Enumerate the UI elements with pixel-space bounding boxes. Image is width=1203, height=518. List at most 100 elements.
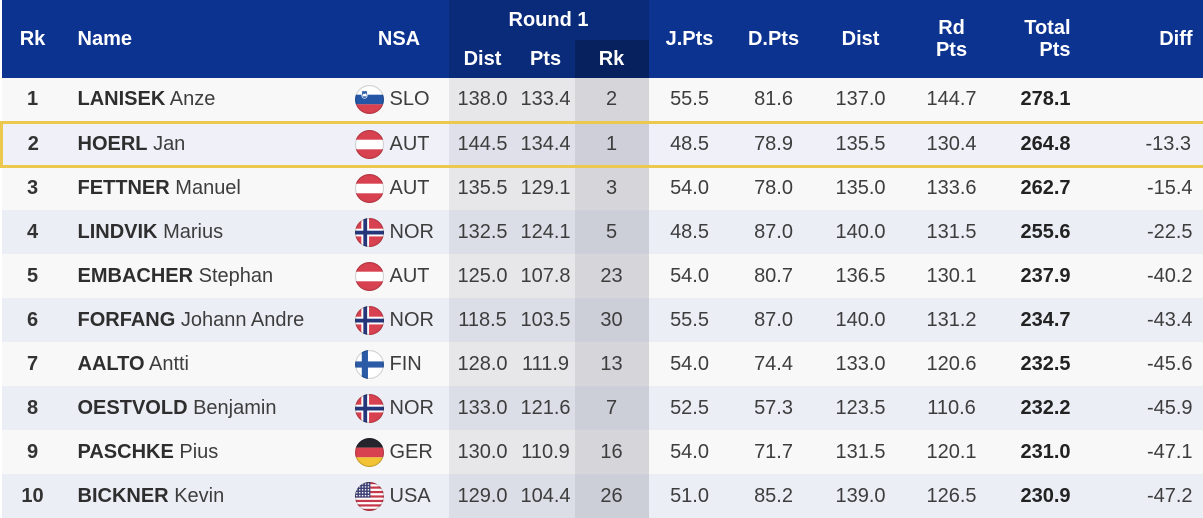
judge-points-cell: 54.0 <box>670 264 709 287</box>
round1-rank-cell: 30 <box>574 298 649 342</box>
aut-flag-icon <box>354 261 384 291</box>
round1-dist-cell: 133.0 <box>448 386 517 430</box>
distance-cell: 140.0 <box>835 308 886 331</box>
header-judge-points: J.Pts <box>648 0 731 78</box>
table-row[interactable]: 7 AALTO Antti FIN 128.0 111.9 13 54.0 74… <box>1 342 1203 386</box>
table-row[interactable]: 9 PASCHKE Pius GER 130.0 110.9 16 54.0 7… <box>1 430 1203 474</box>
athlete-given-name: Anze <box>169 87 216 110</box>
round-points-cell: 120.6 <box>926 352 977 375</box>
nsa-code: AUT <box>389 132 430 155</box>
diff-cell: -47.1 <box>1146 440 1193 463</box>
distance-cell: 139.0 <box>835 484 886 507</box>
table-row[interactable]: 3 FETTNER Manuel AUT 135.5 129.1 3 54.0 … <box>1 166 1203 210</box>
round1-pts-cell: 121.6 <box>516 386 575 430</box>
header-total-points: Total Pts <box>998 0 1101 78</box>
judge-points-cell: 54.0 <box>670 177 709 200</box>
athlete-surname: OESTVOLD <box>77 396 188 419</box>
header-round1-pts: Pts <box>516 40 575 78</box>
athlete-given-name: Johann Andre <box>180 308 305 331</box>
table-row[interactable]: 1 LANISEK Anze SLO 138.0 133.4 2 55.5 81… <box>1 78 1203 122</box>
rank-cell: 8 <box>26 396 39 419</box>
aut-flag-icon <box>354 129 384 159</box>
name-cell: OESTVOLD Benjamin <box>64 386 350 430</box>
judge-points-cell: 54.0 <box>670 440 709 463</box>
nsa-cell: FIN <box>350 342 449 386</box>
nsa-code: AUT <box>389 177 430 200</box>
round1-pts-cell: 103.5 <box>516 298 575 342</box>
round-points-cell: 133.6 <box>926 177 977 200</box>
distance-cell: 123.5 <box>835 396 886 419</box>
athlete-surname: FETTNER <box>77 177 170 200</box>
rank-cell: 9 <box>26 440 39 463</box>
athlete-surname: LINDVIK <box>77 220 158 243</box>
round-points-cell: 130.1 <box>926 264 977 287</box>
table-row[interactable]: 6 FORFANG Johann Andre NOR 118.5 103.5 3… <box>1 298 1203 342</box>
nsa-cell: NOR <box>350 386 449 430</box>
round1-pts-cell: 124.1 <box>516 210 575 254</box>
table-row[interactable]: 10 BICKNER Kevin USA 129.0 104.4 26 51.0… <box>1 474 1203 518</box>
table-header: Rk Name NSA Round 1 J.Pts D.Pts Dist Rd … <box>1 0 1203 78</box>
table-row[interactable]: 4 LINDVIK Marius NOR 132.5 124.1 5 48.5 … <box>1 210 1203 254</box>
usa-flag-icon <box>354 481 384 511</box>
diff-cell: -40.2 <box>1146 264 1193 287</box>
nsa-code: GER <box>389 440 433 463</box>
round1-dist-cell: 144.5 <box>448 120 517 168</box>
round-points-cell: 131.5 <box>926 220 977 243</box>
header-round1: Round 1 <box>448 0 649 40</box>
nsa-cell: NOR <box>350 210 449 254</box>
distance-points-cell: 74.4 <box>754 352 793 375</box>
round1-dist-cell: 118.5 <box>448 298 517 342</box>
diff-cell: -15.4 <box>1146 177 1193 200</box>
total-points-cell: 255.6 <box>1020 220 1071 243</box>
diff-cell: -22.5 <box>1146 220 1193 243</box>
round1-pts-cell: 134.4 <box>516 120 575 168</box>
diff-cell: -45.9 <box>1146 396 1193 419</box>
total-points-cell: 232.2 <box>1020 396 1071 419</box>
table-row[interactable]: 8 OESTVOLD Benjamin NOR 133.0 121.6 7 52… <box>1 386 1203 430</box>
slo-flag-icon <box>354 84 384 114</box>
nsa-cell: AUT <box>350 254 449 298</box>
header-round1-dist: Dist <box>448 40 517 78</box>
round-points-cell: 144.7 <box>926 87 977 110</box>
header-nsa: NSA <box>349 0 449 78</box>
rank-cell: 5 <box>26 264 39 287</box>
round1-dist-cell: 132.5 <box>448 210 517 254</box>
athlete-surname: PASCHKE <box>77 440 174 463</box>
total-points-cell: 230.9 <box>1020 484 1071 507</box>
rank-cell: 7 <box>26 352 39 375</box>
table-row[interactable]: 5 EMBACHER Stephan AUT 125.0 107.8 23 54… <box>1 254 1203 298</box>
header-distance: Dist <box>816 0 905 78</box>
total-points-cell: 262.7 <box>1020 177 1071 200</box>
round1-rank-cell: 2 <box>574 78 649 122</box>
name-cell: LINDVIK Marius <box>64 210 350 254</box>
round1-rank-cell: 26 <box>574 474 649 518</box>
athlete-given-name: Stephan <box>198 264 274 287</box>
nor-flag-icon <box>354 217 384 247</box>
nsa-cell: SLO <box>350 78 449 122</box>
diff-cell: -13.3 <box>1100 120 1203 168</box>
round1-pts-cell: 133.4 <box>516 78 575 122</box>
rank-cell: 10 <box>21 484 44 507</box>
nsa-code: FIN <box>389 352 422 375</box>
nsa-code: NOR <box>389 220 434 243</box>
header-round-points: Rd Pts <box>904 0 999 78</box>
name-cell: HOERL Jan <box>63 120 350 168</box>
distance-points-cell: 87.0 <box>754 308 793 331</box>
results-body: 1 LANISEK Anze SLO 138.0 133.4 2 55.5 81… <box>0 78 1203 518</box>
table-row[interactable]: 2 HOERL Jan AUT 144.5 134.4 1 48.5 78.9 … <box>0 120 1203 168</box>
aut-flag-icon <box>354 174 384 204</box>
diff-cell: -43.4 <box>1146 308 1193 331</box>
total-points-cell: 231.0 <box>1020 440 1071 463</box>
distance-cell: 131.5 <box>835 440 886 463</box>
name-cell: EMBACHER Stephan <box>64 254 350 298</box>
name-cell: LANISEK Anze <box>64 78 350 122</box>
athlete-surname: HOERL <box>77 132 148 155</box>
distance-points-cell: 57.3 <box>754 396 793 419</box>
nsa-code: USA <box>389 484 431 507</box>
round1-pts-cell: 111.9 <box>516 342 575 386</box>
header-round-points-line2: Pts <box>935 39 968 61</box>
header-distance-points: D.Pts <box>730 0 817 78</box>
round-points-cell: 120.1 <box>926 440 977 463</box>
round1-dist-cell: 135.5 <box>448 166 517 210</box>
